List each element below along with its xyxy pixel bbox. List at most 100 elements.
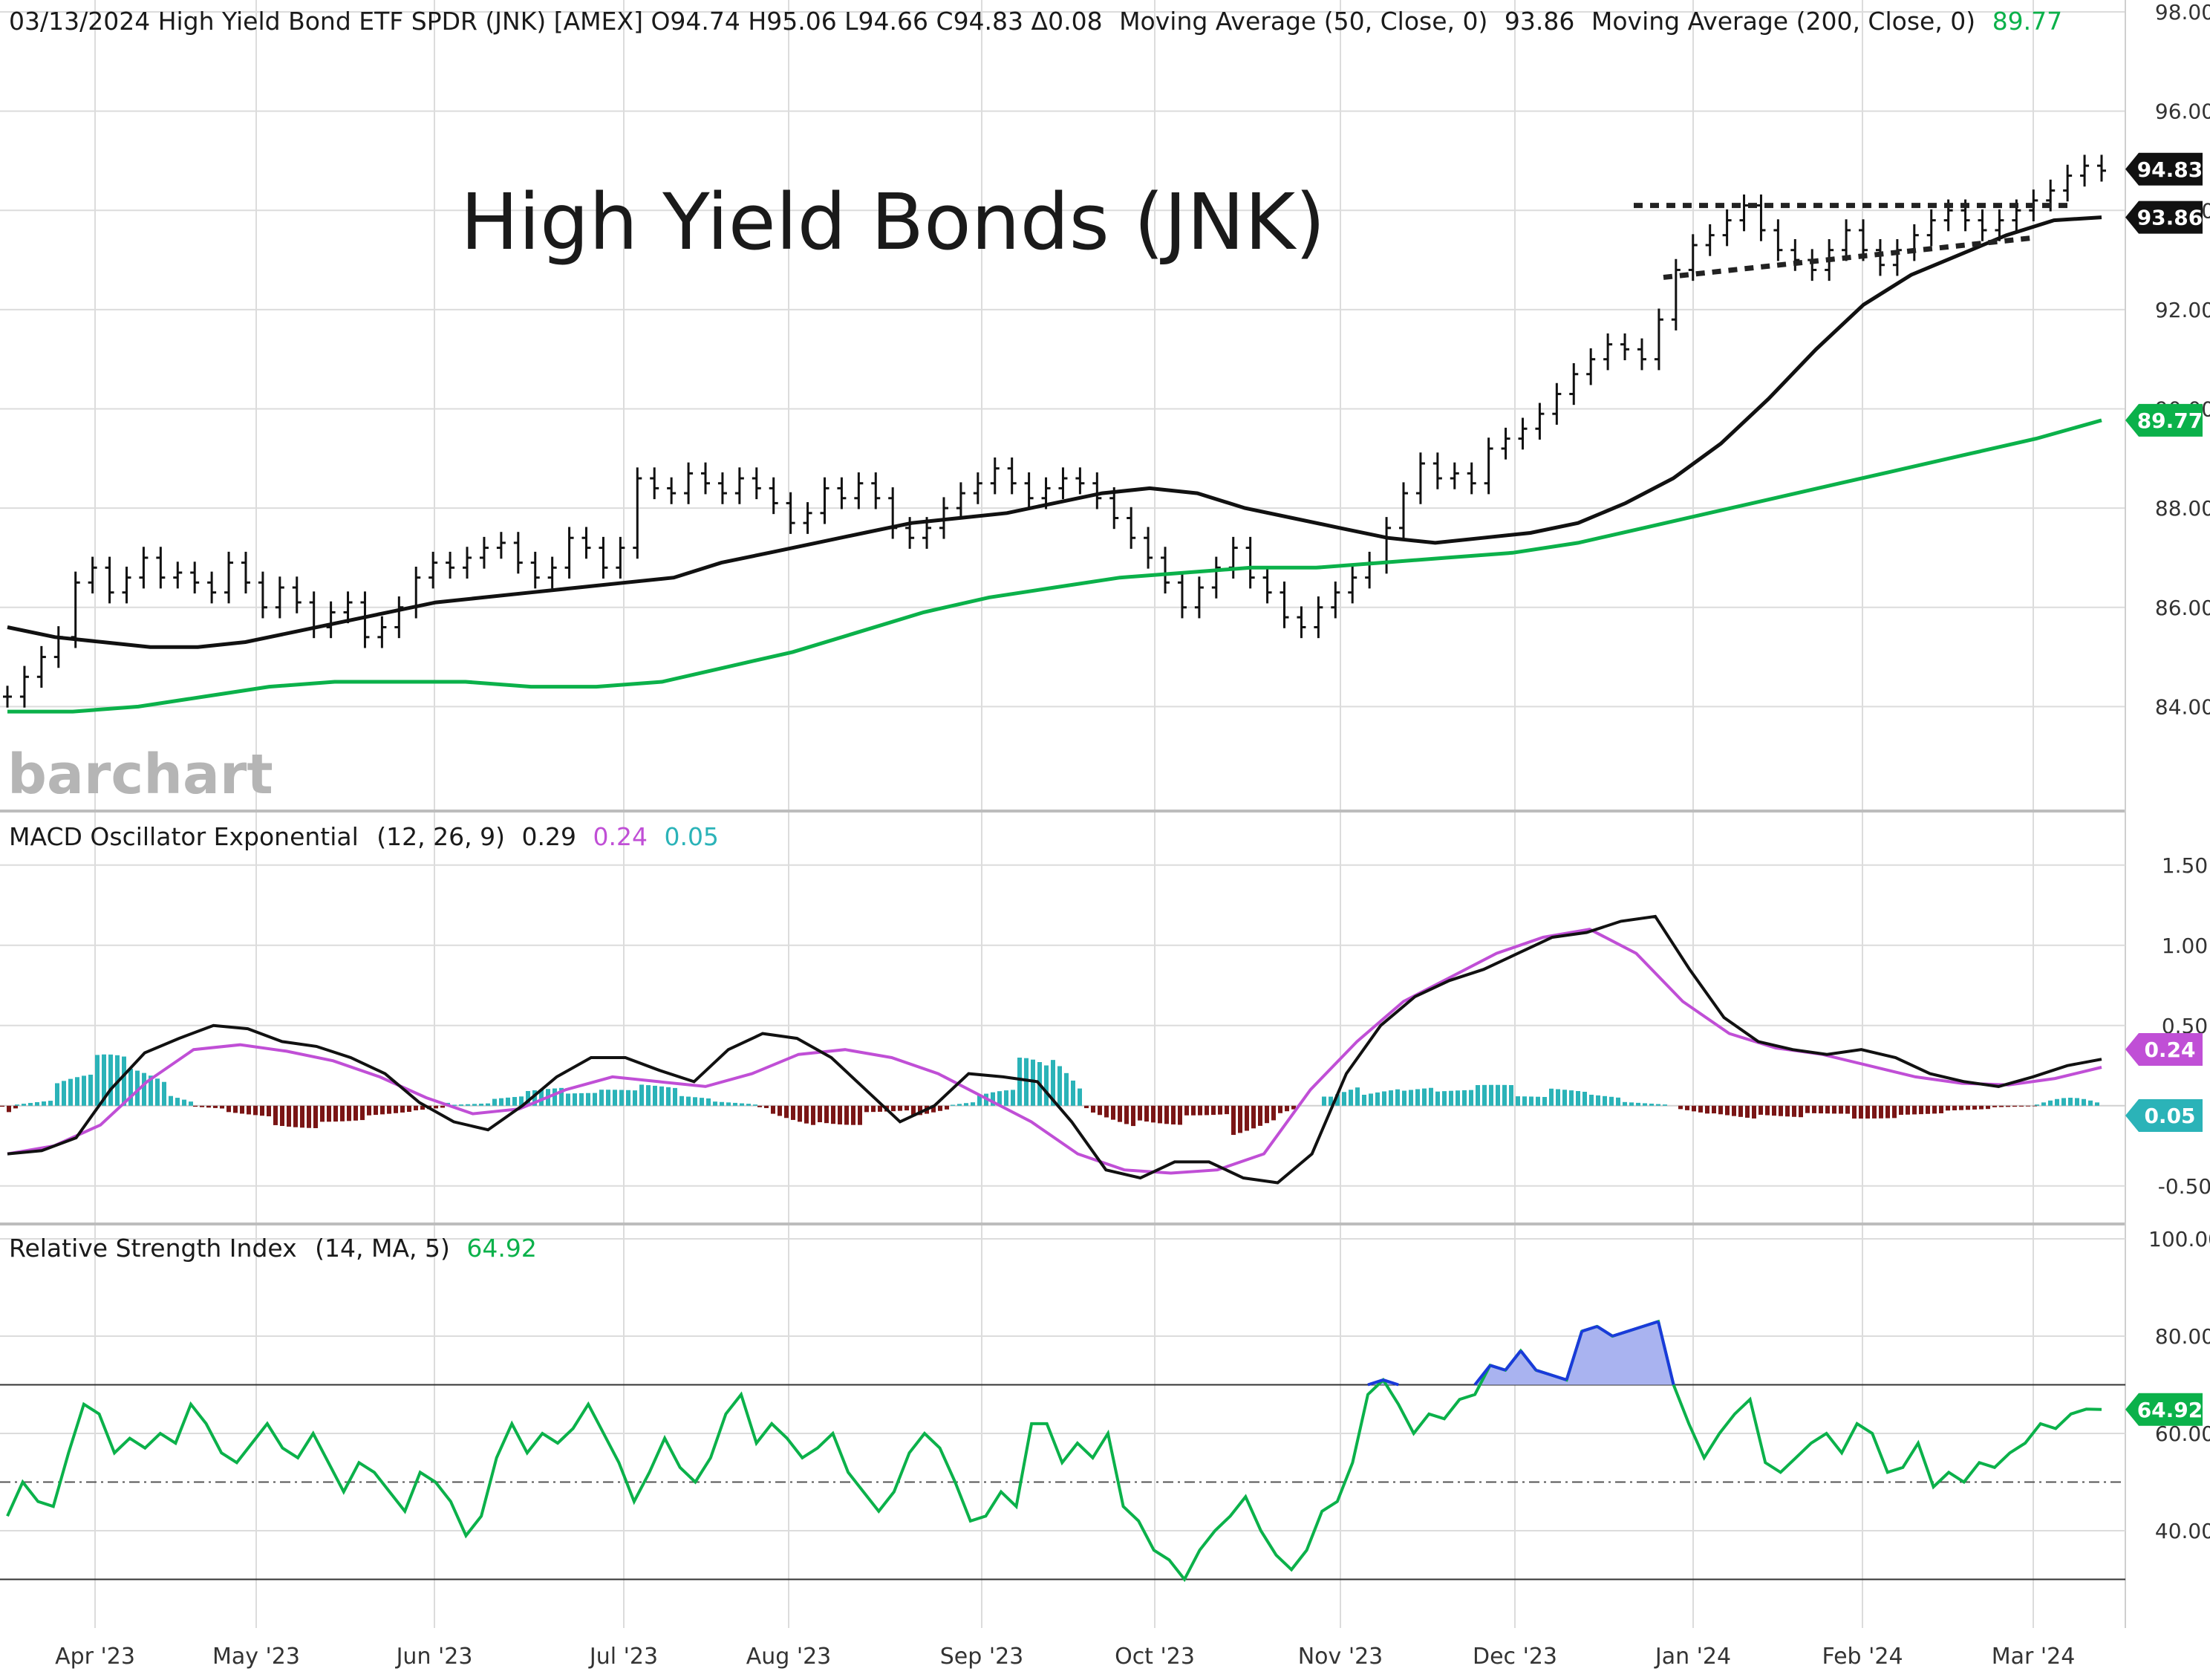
macd-hist-bar-positive [686, 1096, 691, 1106]
macd-hist-bar-negative [1919, 1105, 1923, 1115]
macd-hist-bar-positive [733, 1102, 737, 1106]
macd-hist-bar-positive [633, 1090, 637, 1106]
x-tick-label: Sep '23 [940, 1644, 1024, 1670]
macd-hist-bar-negative [1979, 1105, 1984, 1110]
macd-hist-bar-negative [1124, 1105, 1129, 1124]
macd-hist-bar-positive [964, 1103, 968, 1106]
macd-hist-bar-negative [938, 1105, 942, 1111]
macd-hist-bar-positive [2088, 1100, 2093, 1106]
macd-hist-bar-negative [193, 1105, 198, 1107]
macd-hist-bar-positive [1656, 1104, 1660, 1106]
macd-hist-bar-positive [189, 1101, 193, 1106]
macd-hist-bar-negative [414, 1105, 418, 1111]
ma200-value: 89.77 [1992, 7, 2062, 36]
macd-hist-bar-negative [347, 1105, 351, 1121]
macd-hist-bar-positive [706, 1098, 711, 1106]
macd-hist-bar-positive [539, 1090, 544, 1106]
macd-hist-bar-negative [1178, 1105, 1182, 1125]
value-tag-macd_signal: 0.24 [2125, 1032, 2203, 1066]
trend-line [1663, 235, 2035, 280]
macd-hist-bar-positive [1011, 1090, 1015, 1106]
macd-hist-bar-negative [1912, 1105, 1917, 1115]
macd-hist-bar-negative [380, 1105, 385, 1115]
macd-hist-bar-negative [1171, 1105, 1176, 1124]
ma50-label: Moving Average (50, Close, 0) [1119, 7, 1487, 36]
macd-hist-bar-negative [226, 1105, 231, 1113]
macd-hist-bar-positive [619, 1090, 624, 1106]
macd-hist-bar-positive [977, 1095, 982, 1106]
macd-hist-bar-positive [135, 1070, 140, 1106]
macd-hist-bar-positive [1529, 1096, 1533, 1106]
macd-hist-bar-negative [898, 1105, 902, 1111]
macd-hist-bar-negative [1879, 1105, 1883, 1119]
macd-hist-bar-negative [1184, 1105, 1189, 1116]
macd-hist-bar-positive [1522, 1096, 1527, 1106]
macd-hist-bar-negative [1144, 1105, 1149, 1122]
macd-hist-bar-positive [1329, 1096, 1333, 1106]
macd-hist-bar-negative [1758, 1105, 1763, 1115]
macd-hist-bar-positive [1064, 1072, 1069, 1106]
macd-hist-bar-negative [1799, 1105, 1803, 1118]
macd-hist-bar-negative [824, 1105, 829, 1124]
rsi-overbought-segment [1627, 1324, 1644, 1333]
macd-hist-bar-negative [1712, 1105, 1716, 1114]
y-tick-label: 92.00 [2155, 298, 2210, 322]
macd-hist-bar-negative [327, 1105, 331, 1122]
macd-hist-bar-positive [579, 1093, 584, 1106]
macd-hist-bar-positive [1516, 1096, 1520, 1106]
macd-hist-bar-negative [260, 1105, 264, 1116]
macd-hist-bar-positive [15, 1104, 19, 1106]
macd-hist-bar-negative [213, 1105, 218, 1108]
macd-hist-bar-positive [1462, 1090, 1467, 1106]
macd-hist-bar-negative [1992, 1105, 1997, 1107]
macd-hist-bar-negative [1825, 1105, 1830, 1114]
macd-hist-bar-negative [904, 1105, 909, 1111]
macd-hist-bar-positive [452, 1104, 457, 1106]
macd-hist-bar-negative [1812, 1105, 1816, 1113]
macd-hist-bar-positive [1489, 1084, 1493, 1106]
macd-hist-bar-positive [593, 1093, 597, 1106]
macd-hist-bar-negative [313, 1105, 318, 1128]
macd-hist-bar-negative [1218, 1105, 1222, 1115]
macd-hist-bar-positive [108, 1054, 113, 1106]
macd-hist-bar-negative [1151, 1105, 1155, 1123]
value-tag-hist: 0.05 [2125, 1099, 2203, 1132]
macd-hist-bar-positive [1057, 1066, 1062, 1106]
macd-hist-bar-negative [1899, 1105, 1903, 1116]
macd-hist-bar-negative [394, 1105, 398, 1113]
macd-hist-bar-negative [1959, 1105, 1963, 1110]
macd-hist-bar-negative [247, 1105, 251, 1115]
macd-hist-bar-positive [102, 1054, 106, 1106]
value-tag-label: 94.83 [2137, 157, 2203, 182]
macd-hist-bar-negative [387, 1105, 391, 1114]
macd-hist-bar-positive [1623, 1101, 1627, 1106]
rsi-overbought-segment [1504, 1349, 1522, 1372]
ma200-label: Moving Average (200, Close, 0) [1591, 7, 1975, 36]
svg-text:MACD Oscillator Exponential: MACD Oscillator Exponential (12, 26, 9) … [9, 822, 719, 851]
macd-hist-bar-negative [778, 1105, 782, 1116]
macd-hist-bar-negative [878, 1105, 882, 1112]
macd-hist-bar-negative [1892, 1105, 1897, 1119]
macd-hist-bar-negative [1098, 1105, 1102, 1116]
macd-hist-bar-negative [851, 1105, 855, 1125]
macd-params: (12, 26, 9) [377, 822, 505, 851]
macd-hist-bar-negative [1745, 1105, 1750, 1118]
macd-hist-bar-positive [1616, 1097, 1620, 1106]
y-tick-label: 96.00 [2155, 100, 2210, 124]
macd-hist-bar-negative [287, 1105, 291, 1127]
macd-hist-bar-negative [871, 1105, 876, 1113]
macd-hist-bar-negative [1772, 1105, 1776, 1116]
macd-hist-bar-positive [957, 1104, 962, 1106]
macd-hist-bar-negative [400, 1105, 405, 1113]
macd-hist-bar-positive [746, 1104, 751, 1106]
macd-hist-bar-positive [552, 1088, 557, 1106]
macd-hist-bar-positive [1449, 1090, 1453, 1106]
macd-hist-bar-negative [280, 1105, 284, 1127]
macd-hist-bar-negative [844, 1105, 849, 1125]
macd-hist-bar-negative [1111, 1105, 1115, 1120]
svg-text:Relative Strength Index: Relative Strength Index (14, MA, 5) 64.9… [9, 1234, 537, 1263]
macd-hist-bar-positive [740, 1103, 744, 1106]
macd-hist-bar-positive [68, 1078, 73, 1106]
macd-hist-bar-positive [2075, 1098, 2079, 1106]
